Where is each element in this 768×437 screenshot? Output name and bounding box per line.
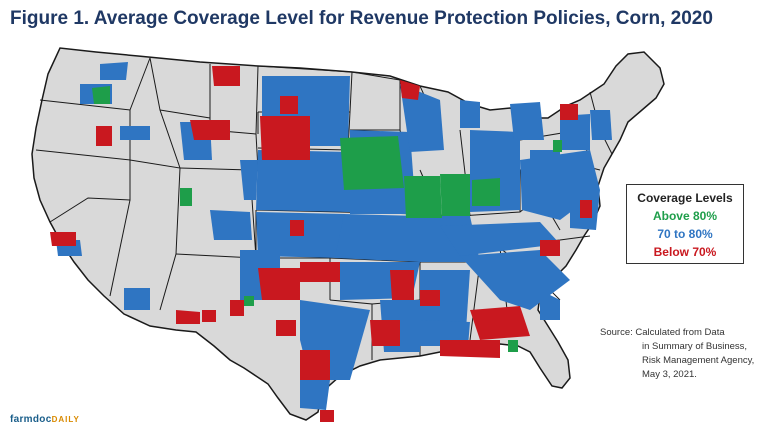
coverage-above-80 (92, 86, 562, 352)
source-line: Risk Management Agency, (642, 355, 755, 366)
legend-item-70-80: 70 to 80% (657, 227, 713, 241)
coverage-below-70 (50, 66, 592, 422)
legend-header: Coverage Levels (637, 191, 733, 205)
coverage-legend: Coverage Levels Above 80% 70 to 80% Belo… (626, 184, 744, 264)
legend-item-below-70: Below 70% (653, 245, 717, 259)
source-line: May 3, 2021. (642, 369, 697, 380)
figure-title: Figure 1. Average Coverage Level for Rev… (10, 8, 713, 29)
logo-sub: DAILY (51, 415, 80, 424)
legend-item-above-80: Above 80% (652, 209, 718, 223)
source-line: in Summary of Business, (642, 341, 748, 352)
coverage-70-80 (56, 62, 612, 410)
source-note: Source: Calculated from Data in Summary … (600, 326, 760, 382)
source-line: Source: Calculated from Data (600, 327, 725, 338)
logo-brand: farmdoc (10, 414, 52, 425)
farmdoc-logo: farmdocDAILY (10, 414, 80, 425)
